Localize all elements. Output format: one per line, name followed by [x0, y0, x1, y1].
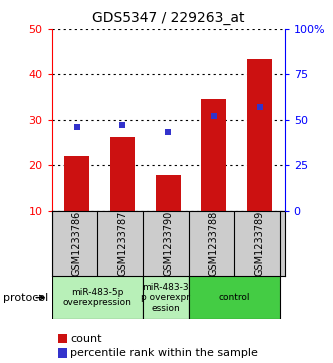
Text: GSM1233789: GSM1233789	[254, 211, 265, 276]
Text: miR-483-5p
overexpression: miR-483-5p overexpression	[63, 288, 132, 307]
Point	[257, 104, 262, 110]
Point	[74, 124, 79, 130]
Bar	[52, 276, 143, 319]
Bar	[247, 58, 272, 211]
Text: GSM1233788: GSM1233788	[209, 211, 219, 276]
Bar	[64, 156, 89, 211]
Point	[166, 130, 171, 135]
Point	[120, 122, 125, 128]
Bar	[201, 99, 226, 211]
Bar	[110, 137, 135, 211]
Text: count: count	[70, 334, 102, 344]
Bar	[143, 276, 189, 319]
Bar	[156, 175, 181, 211]
Title: GDS5347 / 229263_at: GDS5347 / 229263_at	[92, 11, 244, 25]
Text: control: control	[219, 293, 250, 302]
Text: protocol: protocol	[3, 293, 49, 303]
Text: GSM1233790: GSM1233790	[163, 211, 173, 276]
Text: GSM1233787: GSM1233787	[118, 211, 128, 276]
Text: GSM1233786: GSM1233786	[72, 211, 82, 276]
Text: miR-483-3
p overexpr
ession: miR-483-3 p overexpr ession	[142, 283, 190, 313]
Text: percentile rank within the sample: percentile rank within the sample	[70, 348, 258, 358]
Point	[211, 113, 216, 119]
Bar	[189, 276, 280, 319]
